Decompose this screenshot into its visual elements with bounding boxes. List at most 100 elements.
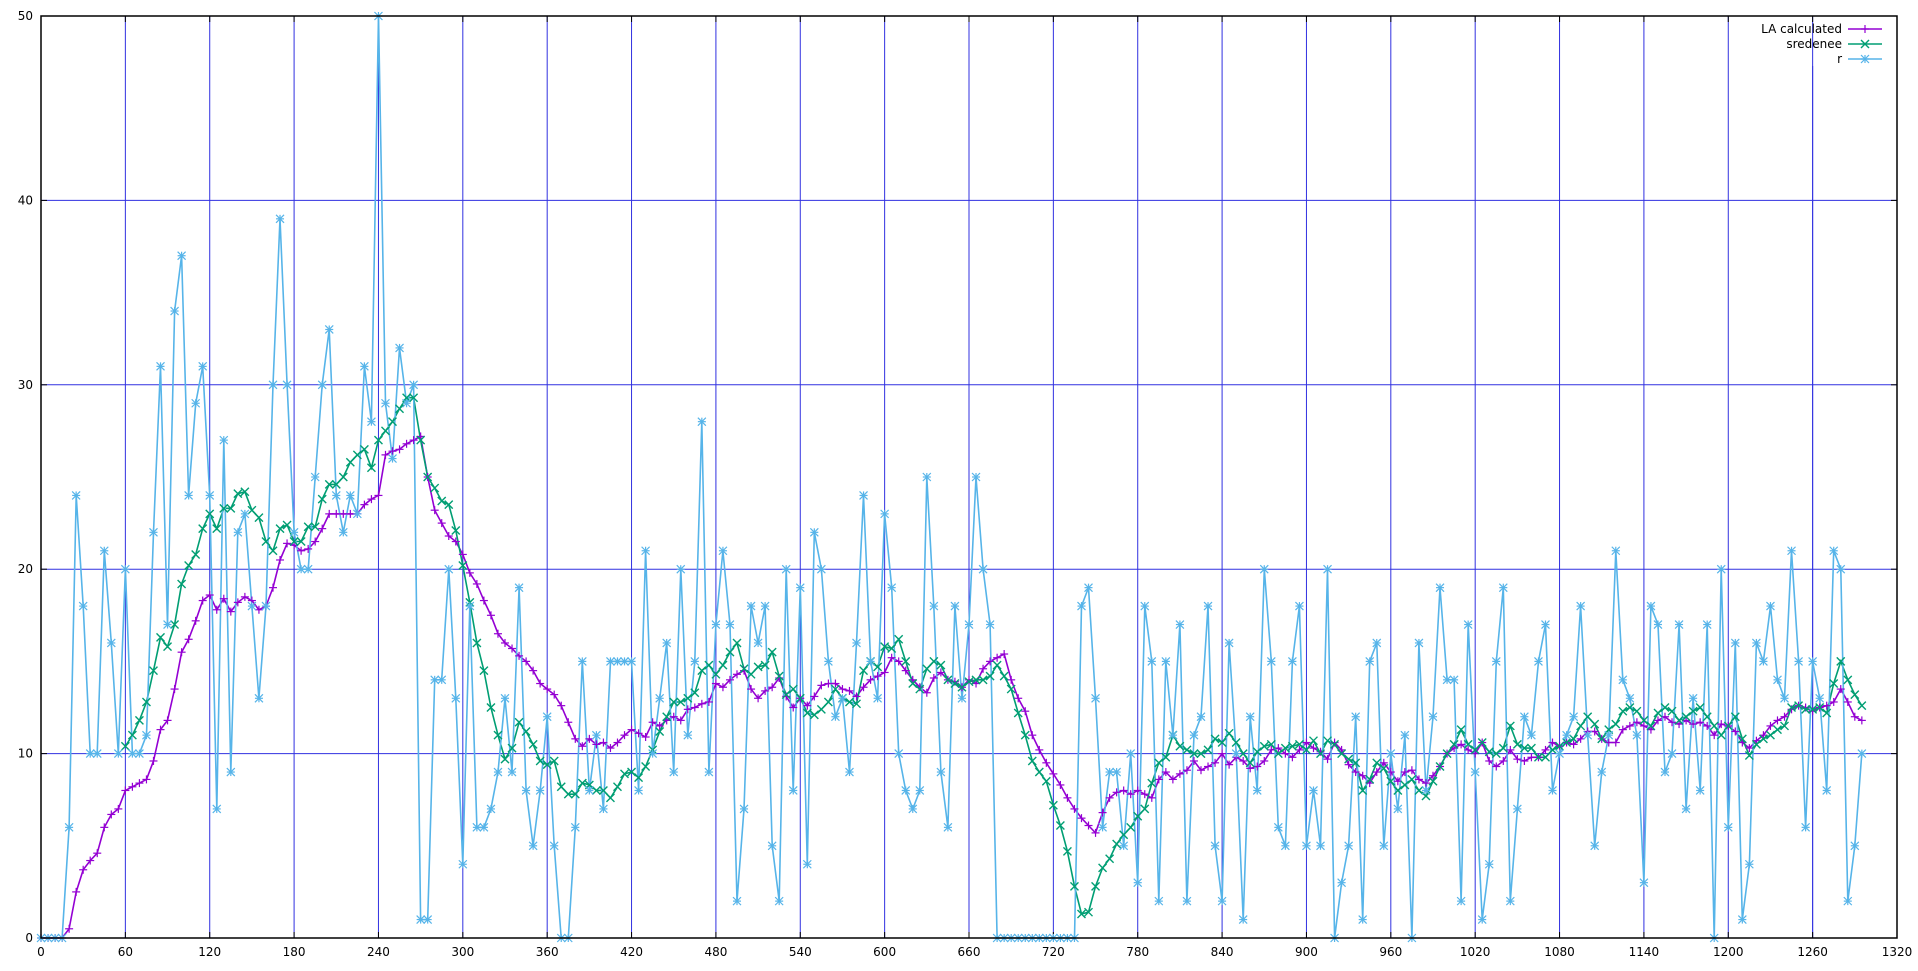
data-point-1 (451, 525, 461, 535)
x-tick-label: 120 (198, 945, 221, 959)
star-b (690, 656, 700, 666)
x-b (1674, 715, 1684, 725)
x-b (1344, 754, 1354, 764)
star-b (1252, 786, 1262, 795)
x-b (163, 642, 173, 652)
data-point-0 (240, 592, 249, 601)
data-point-2 (866, 656, 876, 666)
star-b (282, 380, 292, 390)
x-b (366, 463, 376, 473)
data-point-0 (1189, 756, 1198, 765)
data-point-2 (929, 601, 939, 611)
star-b (177, 251, 187, 261)
star-b (943, 822, 953, 832)
star-b (662, 638, 672, 648)
data-point-1 (127, 730, 137, 740)
data-point-0 (149, 756, 158, 765)
data-point-2 (465, 601, 475, 611)
data-point-2 (1238, 915, 1248, 924)
data-point-1 (1365, 774, 1375, 784)
data-point-2 (1737, 915, 1747, 924)
data-point-2 (514, 583, 524, 593)
data-point-2 (922, 472, 932, 482)
data-point-2 (296, 564, 306, 574)
data-point-0 (360, 500, 369, 509)
data-point-2 (85, 749, 95, 759)
data-point-1 (1062, 846, 1072, 856)
star-b (725, 620, 735, 629)
data-point-0 (290, 541, 299, 550)
data-point-0 (515, 651, 524, 660)
star-b (978, 564, 988, 574)
data-point-1 (1112, 839, 1122, 849)
data-point-2 (409, 380, 419, 390)
data-point-0 (79, 865, 88, 874)
data-point-2 (795, 583, 805, 593)
x-b (746, 669, 756, 679)
data-point-1 (1688, 706, 1698, 716)
data-point-2 (591, 730, 601, 740)
data-point-0 (156, 725, 165, 734)
data-point-0 (1000, 650, 1009, 659)
star-b (1449, 675, 1459, 685)
data-point-0 (1133, 786, 1142, 795)
star-b (1456, 896, 1466, 906)
data-point-0 (219, 594, 228, 603)
x-b (1653, 708, 1663, 718)
data-point-2 (1351, 712, 1361, 722)
data-point-1 (556, 782, 566, 792)
data-point-2 (1196, 712, 1206, 722)
legend-label: r (1837, 52, 1842, 66)
star-b (142, 730, 151, 740)
data-point-1 (1161, 752, 1171, 762)
data-point-0 (65, 924, 74, 933)
data-point-0 (1668, 718, 1677, 727)
data-point-0 (1632, 718, 1641, 727)
data-point-2 (507, 767, 517, 777)
data-point-0 (402, 439, 411, 448)
data-point-0 (1499, 756, 1508, 765)
data-point-2 (1217, 896, 1227, 906)
data-point-0 (339, 509, 348, 518)
data-point-2 (127, 749, 137, 759)
data-point-1 (774, 671, 784, 681)
star-b (1323, 564, 1332, 574)
data-point-2 (704, 767, 714, 777)
data-point-2 (226, 767, 236, 777)
x-b (528, 739, 538, 749)
data-point-0 (254, 605, 263, 614)
x-b (289, 537, 299, 547)
data-point-1 (795, 693, 805, 703)
data-point-0 (72, 887, 81, 896)
data-point-1 (437, 496, 447, 506)
star-b (1860, 54, 1870, 64)
data-point-0 (704, 697, 713, 706)
star-b (331, 491, 341, 500)
x-b (1808, 704, 1818, 714)
data-point-0 (1457, 740, 1466, 749)
x-b (1540, 752, 1550, 762)
star-b (1098, 822, 1108, 832)
data-point-1 (894, 634, 904, 644)
data-point-1 (1126, 822, 1136, 832)
x-b (922, 664, 932, 674)
data-point-2 (149, 527, 158, 537)
data-point-1 (598, 785, 608, 795)
x-b (282, 520, 292, 530)
data-point-0 (1218, 749, 1227, 758)
data-point-1 (1414, 785, 1424, 795)
star-b (71, 491, 81, 500)
star-b (1632, 730, 1642, 740)
data-point-2 (887, 583, 897, 593)
data-point-1 (1238, 749, 1248, 759)
data-point-0 (177, 648, 186, 657)
data-point-2 (1590, 841, 1600, 851)
data-point-0 (1035, 745, 1044, 754)
x-b (1780, 721, 1790, 731)
star-b (1140, 601, 1150, 611)
star-b (395, 343, 404, 353)
data-point-2 (1801, 822, 1811, 832)
star-b (388, 454, 397, 463)
data-point-1 (1751, 739, 1761, 749)
